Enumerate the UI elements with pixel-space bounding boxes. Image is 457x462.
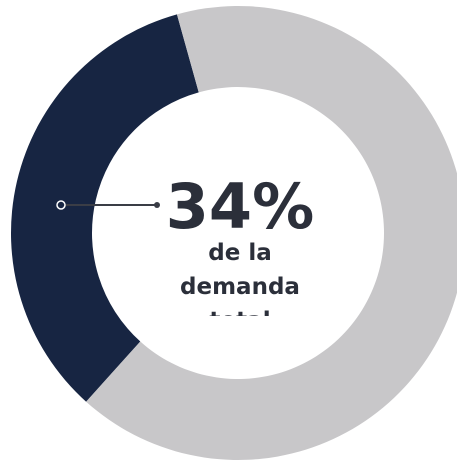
- pointer-start: [56, 200, 66, 210]
- donut-segment: [86, 6, 457, 460]
- segments: [11, 6, 457, 460]
- annotation: de la demanda total: [180, 240, 300, 316]
- pointer-end: [154, 202, 160, 208]
- value-label: 34%: [166, 170, 314, 243]
- annotation-box: de la demanda total: [180, 240, 300, 316]
- donut-segment: [11, 14, 199, 402]
